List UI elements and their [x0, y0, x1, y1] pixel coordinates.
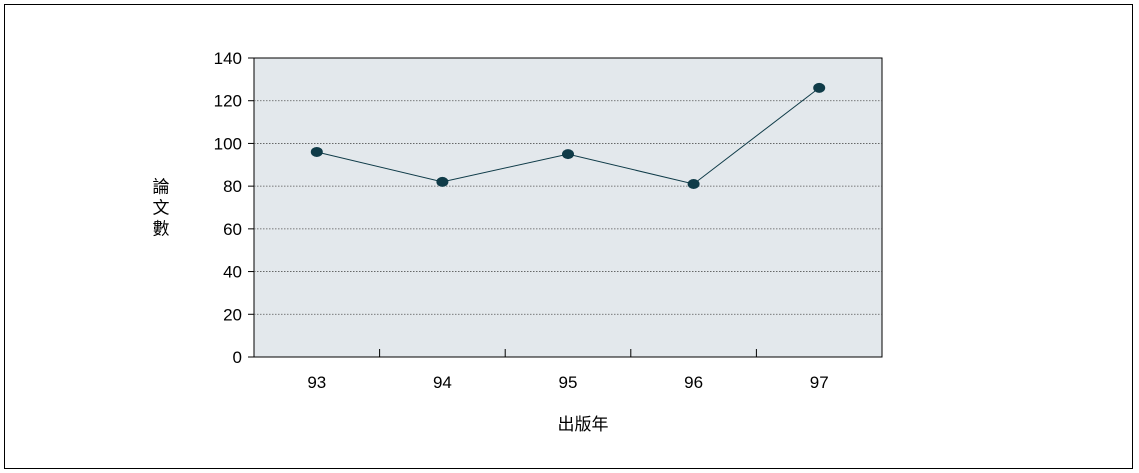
x-tick-label: 97	[810, 373, 829, 392]
plot-area	[253, 57, 883, 358]
x-tick-label: 95	[559, 373, 578, 392]
x-axis-title: 出版年	[558, 415, 609, 435]
x-tick-label: 96	[684, 373, 703, 392]
data-point	[687, 179, 700, 190]
data-point	[436, 176, 449, 187]
y-tick-label: 60	[223, 220, 242, 239]
y-tick-label: 20	[223, 305, 242, 324]
y-tick-label: 100	[214, 134, 242, 153]
x-tick-labels: 93 94 95 96 97	[307, 373, 828, 392]
y-axis-title: 論文數	[153, 178, 170, 240]
y-tick-label: 40	[223, 263, 242, 282]
y-tick-label: 120	[214, 92, 242, 111]
x-tick-label: 94	[433, 373, 452, 392]
x-tick-label: 93	[307, 373, 326, 392]
y-tick-label: 140	[214, 49, 242, 68]
y-tick-label: 80	[223, 177, 242, 196]
grid-lines	[248, 57, 882, 358]
y-tick-label: 0	[233, 348, 242, 367]
data-point	[562, 149, 574, 160]
data-point	[813, 82, 826, 93]
data-point	[310, 146, 323, 157]
series-group	[310, 82, 826, 190]
y-tick-labels: 0 20 40 60 80 100 120 140	[214, 49, 242, 367]
axes	[379, 349, 757, 357]
